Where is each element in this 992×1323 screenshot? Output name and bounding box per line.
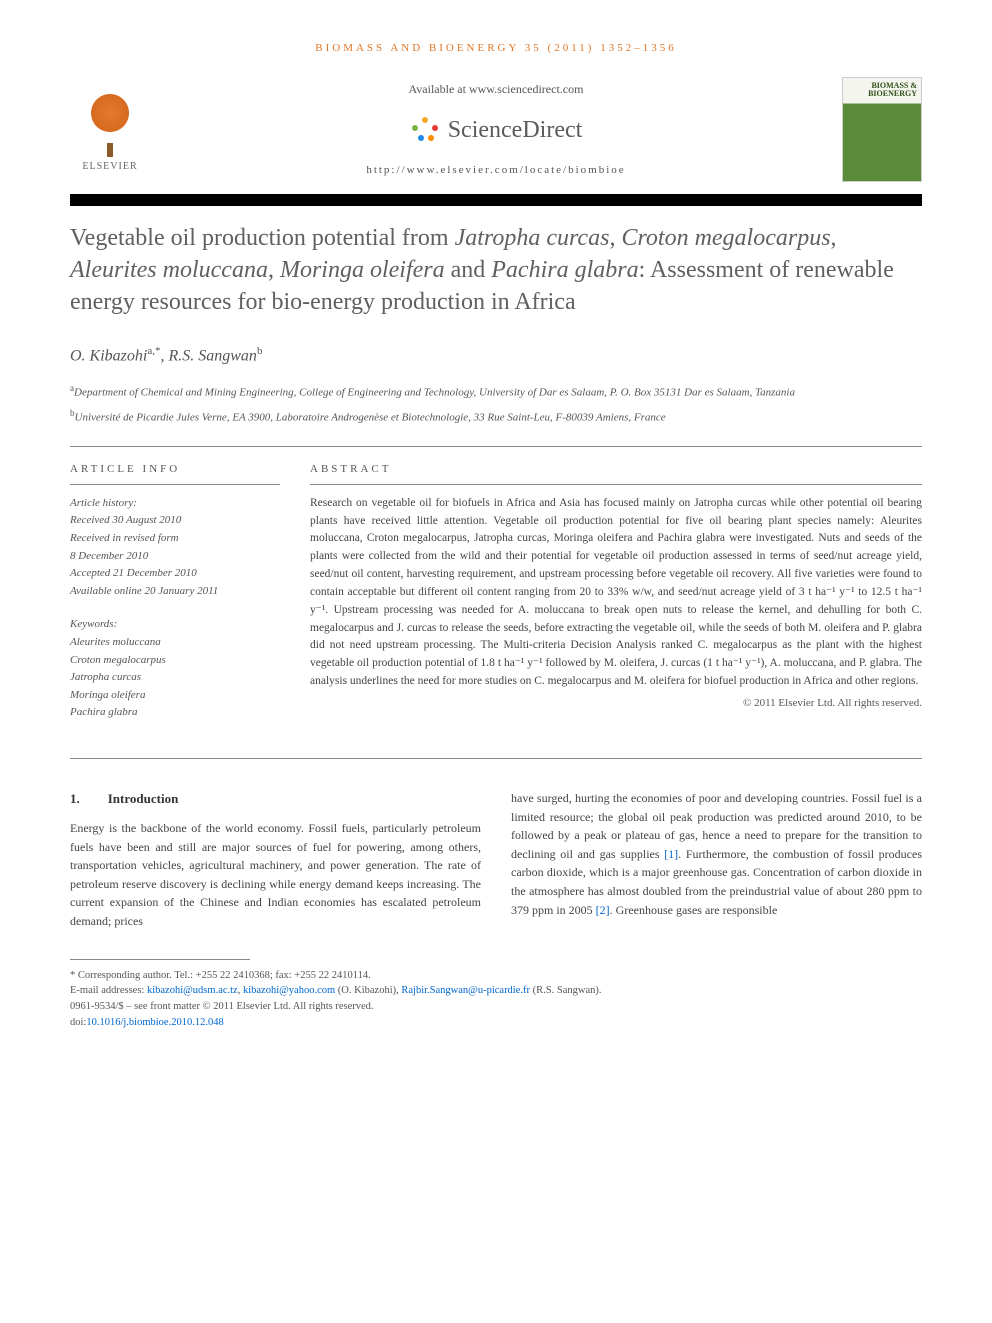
available-at-text: Available at www.sciencedirect.com xyxy=(150,80,842,98)
author-2[interactable]: R.S. Sangwan xyxy=(168,347,256,364)
abstract-text: Research on vegetable oil for biofuels i… xyxy=(310,495,922,691)
doi-link[interactable]: 10.1016/j.biombioe.2010.12.048 xyxy=(86,1017,223,1028)
body-column-right: have surged, hurting the economies of po… xyxy=(511,789,922,931)
footnote-divider xyxy=(70,959,250,960)
issn-line: 0961-9534/$ – see front matter © 2011 El… xyxy=(70,999,922,1015)
abstract-label: ABSTRACT xyxy=(310,461,922,485)
affiliation-b: bUniversité de Picardie Jules Verne, EA … xyxy=(70,407,922,426)
cover-title: BIOMASS & BIOENERGY xyxy=(847,82,917,100)
journal-url[interactable]: http://www.elsevier.com/locate/biombioe xyxy=(150,162,842,179)
keyword: Aleurites moluccana xyxy=(70,634,280,652)
article-history: Article history: Received 30 August 2010… xyxy=(70,495,280,601)
journal-citation-header: BIOMASS AND BIOENERGY 35 (2011) 1352–135… xyxy=(70,40,922,57)
intro-paragraph-1: Energy is the backbone of the world econ… xyxy=(70,819,481,931)
journal-cover-thumbnail: BIOMASS & BIOENERGY xyxy=(842,77,922,182)
divider xyxy=(70,758,922,759)
email-link-1[interactable]: kibazohi@udsm.ac.tz xyxy=(147,985,238,996)
corresponding-author-note: * Corresponding author. Tel.: +255 22 24… xyxy=(70,968,922,984)
email-link-2[interactable]: kibazohi@yahoo.com xyxy=(243,985,335,996)
email-link-3[interactable]: Rajbir.Sangwan@u-picardie.fr xyxy=(401,985,530,996)
doi-line: doi:10.1016/j.biombioe.2010.12.048 xyxy=(70,1015,922,1031)
elsevier-tree-icon xyxy=(80,89,140,149)
affiliation-a: aDepartment of Chemical and Mining Engin… xyxy=(70,382,922,401)
article-title: Vegetable oil production potential from … xyxy=(70,222,922,319)
divider xyxy=(70,446,922,447)
title-separator-bar xyxy=(70,194,922,206)
footnotes: * Corresponding author. Tel.: +255 22 24… xyxy=(70,968,922,1031)
sciencedirect-dots-icon xyxy=(410,115,440,145)
elsevier-logo: ELSEVIER xyxy=(70,84,150,174)
elsevier-label: ELSEVIER xyxy=(82,159,137,174)
sciencedirect-text: ScienceDirect xyxy=(448,112,583,148)
body-two-column: 1.Introduction Energy is the backbone of… xyxy=(70,789,922,931)
publisher-header: ELSEVIER Available at www.sciencedirect.… xyxy=(70,77,922,182)
article-info-label: ARTICLE INFO xyxy=(70,461,280,485)
authors-line: O. Kibazohia,*, R.S. Sangwanb xyxy=(70,343,922,368)
keywords-block: Keywords: Aleurites moluccana Croton meg… xyxy=(70,616,280,722)
copyright-line: © 2011 Elsevier Ltd. All rights reserved… xyxy=(310,695,922,712)
section-1-heading: 1.Introduction xyxy=(70,789,481,809)
keyword: Moringa oleifera xyxy=(70,687,280,705)
sciencedirect-logo[interactable]: ScienceDirect xyxy=(150,112,842,148)
abstract-column: ABSTRACT Research on vegetable oil for b… xyxy=(310,461,922,738)
citation-link-2[interactable]: [2] xyxy=(596,903,610,917)
keyword: Croton megalocarpus xyxy=(70,652,280,670)
citation-link-1[interactable]: [1] xyxy=(664,847,678,861)
keyword: Pachira glabra xyxy=(70,704,280,722)
keyword: Jatropha curcas xyxy=(70,669,280,687)
email-addresses-line: E-mail addresses: kibazohi@udsm.ac.tz, k… xyxy=(70,983,922,999)
body-column-left: 1.Introduction Energy is the backbone of… xyxy=(70,789,481,931)
intro-paragraph-1-cont: have surged, hurting the economies of po… xyxy=(511,789,922,919)
article-info-sidebar: ARTICLE INFO Article history: Received 3… xyxy=(70,461,280,738)
author-1[interactable]: O. Kibazohi xyxy=(70,347,147,364)
